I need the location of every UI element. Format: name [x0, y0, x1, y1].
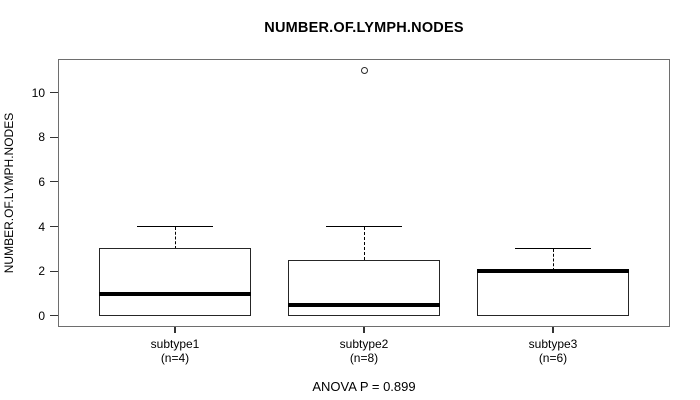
median-line [477, 269, 629, 274]
y-axis-tick [50, 181, 58, 183]
upper-whisker-line [363, 226, 365, 260]
group-name: subtype2 [339, 337, 389, 351]
y-axis-tick [50, 315, 58, 317]
x-axis-tick [363, 327, 365, 333]
iqr-box [288, 259, 440, 317]
upper-whisker-cap [515, 248, 591, 250]
x-axis-tick [552, 327, 554, 333]
y-axis-tick [50, 225, 58, 228]
y-axis-tick-label: 10 [31, 85, 45, 100]
iqr-box [477, 270, 629, 317]
median-line [288, 302, 440, 307]
y-axis-tick-label: 4 [38, 219, 45, 234]
y-axis-tick-label: 8 [38, 130, 45, 145]
y-axis-tick [50, 270, 58, 272]
x-axis-tick [174, 327, 176, 333]
y-axis-tick-label: 6 [38, 174, 45, 189]
upper-whisker-cap [326, 225, 402, 227]
group-n-count: (n=8) [349, 350, 379, 365]
upper-whisker-line [174, 226, 176, 249]
upper-whisker-cap [137, 225, 213, 227]
x-axis-group-label: subtype1 (n=4) [115, 337, 235, 365]
x-axis-group-label: subtype2 (n=8) [304, 337, 424, 365]
outlier-point [360, 66, 368, 74]
anova-p-value: ANOVA P = 0.899 [312, 379, 416, 394]
x-axis-group-label: subtype3 (n=6) [493, 337, 613, 365]
y-axis-tick-label: 2 [38, 264, 45, 279]
y-axis-tick-label: 0 [38, 308, 45, 323]
chart-title: NUMBER.OF.LYMPH.NODES [264, 20, 464, 36]
group-n-count: (n=4) [160, 350, 190, 365]
group-name: subtype1 [150, 337, 200, 351]
y-axis-tick [50, 136, 58, 138]
median-line [99, 291, 251, 296]
y-axis-tick [50, 91, 58, 94]
group-name: subtype3 [528, 337, 578, 351]
upper-whisker-line [552, 248, 554, 272]
iqr-box [99, 248, 251, 317]
group-n-count: (n=6) [538, 350, 568, 365]
